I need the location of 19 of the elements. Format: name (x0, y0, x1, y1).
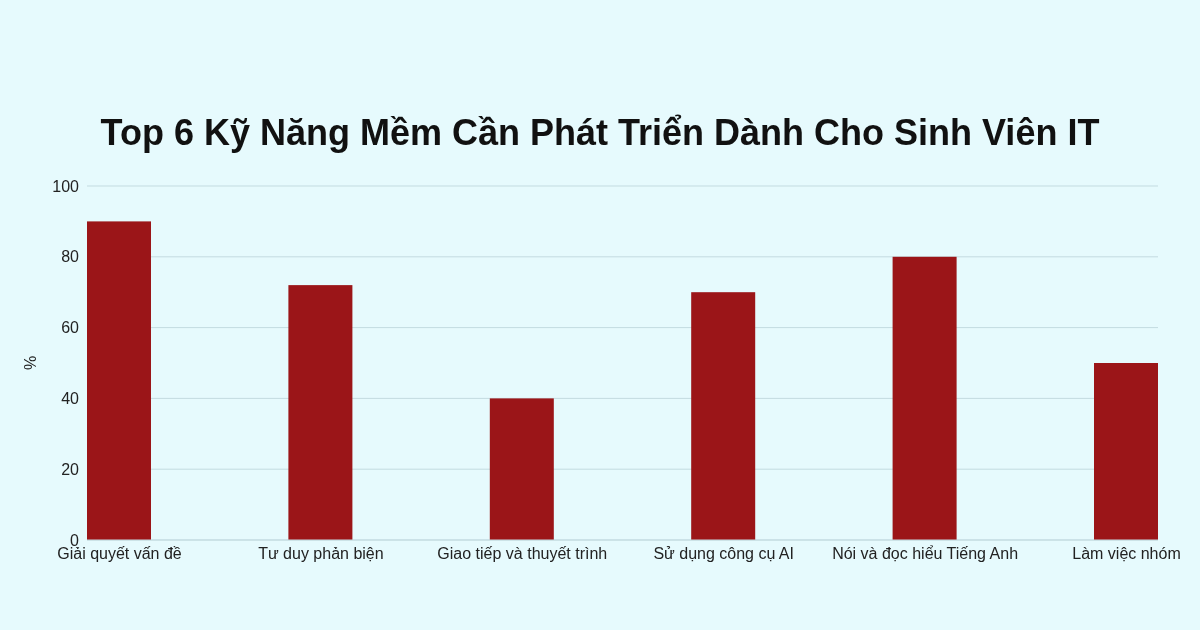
x-tick-label: Giao tiếp và thuyết trình (437, 545, 608, 563)
bar (1094, 363, 1158, 540)
y-axis-title: % (22, 355, 39, 371)
x-tick-label: Tư duy phản biện (258, 545, 384, 563)
bar (87, 221, 151, 540)
bar (691, 292, 756, 540)
bar (288, 285, 353, 540)
x-tick-label: Nói và đọc hiểu Tiếng Anh (832, 545, 1019, 563)
x-tick-label: Giải quyết vấn đề (57, 545, 182, 563)
y-tick-label: 20 (61, 460, 80, 478)
y-tick-label: 100 (52, 177, 80, 195)
y-tick-label: 40 (61, 390, 80, 408)
y-tick-label: 80 (61, 248, 80, 266)
x-tick-label: Làm việc nhóm (1072, 545, 1181, 563)
bar (489, 398, 554, 540)
chart-title: Top 6 Kỹ Năng Mềm Cần Phát Triển Dành Cho Sinh Viên IT (100, 112, 1100, 153)
bar (892, 256, 957, 540)
x-tick-label: Sử dụng công cụ AI (653, 545, 794, 563)
y-tick-label: 60 (61, 319, 80, 337)
